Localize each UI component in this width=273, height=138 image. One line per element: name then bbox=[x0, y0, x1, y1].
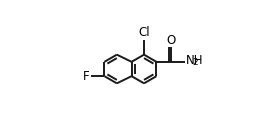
Text: NH: NH bbox=[186, 54, 203, 67]
Text: 2: 2 bbox=[192, 58, 198, 67]
Text: O: O bbox=[166, 34, 176, 47]
Text: Cl: Cl bbox=[138, 26, 150, 39]
Text: F: F bbox=[83, 70, 90, 83]
